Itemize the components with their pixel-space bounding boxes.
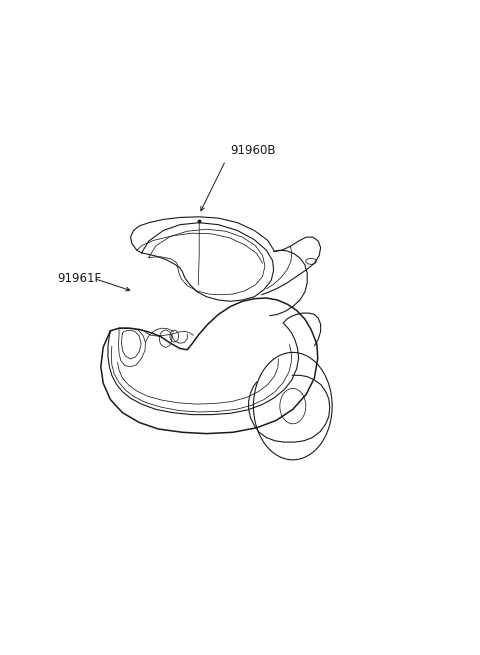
- Text: 91960B: 91960B: [230, 144, 276, 157]
- Text: 91961F: 91961F: [58, 272, 102, 285]
